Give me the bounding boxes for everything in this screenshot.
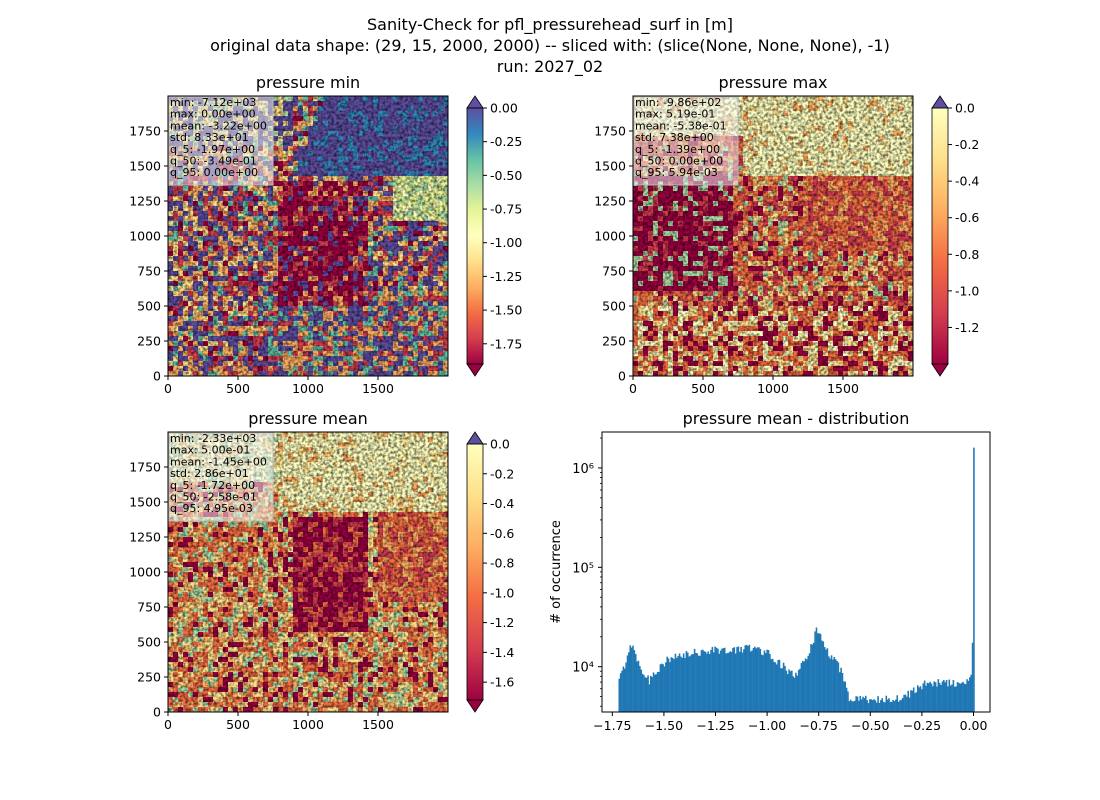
colorbar-tick-label: -1.00 <box>490 235 522 250</box>
stats-line: std: 8.33e+01 <box>170 131 249 144</box>
stats-line: max: 0.00e+00 <box>170 108 256 121</box>
x-tick-label: 1500 <box>362 381 394 396</box>
y-tick-label: 0 <box>153 369 161 384</box>
colorbar: 0.00 -0.25 -0.50 -0.75 -1.00 -1.25 -1.50 -1.75 <box>466 95 522 377</box>
panel-title: pressure min <box>256 73 360 92</box>
stats-line: q_95: 0.00e+00 <box>170 166 258 179</box>
y-tick-label: 1750 <box>129 124 161 139</box>
y-tick-label: 500 <box>137 299 161 314</box>
y-tick-label: 750 <box>137 264 161 279</box>
colorbar-tick-label: 0.00 <box>490 101 518 116</box>
figure-suptitle: Sanity-Check for pfl_pressurehead_surf i… <box>210 15 890 77</box>
stats-line: min: -7.12e+03 <box>170 96 256 109</box>
colorbar-tick-label: -1.25 <box>490 269 522 284</box>
suptitle-line-1: Sanity-Check for pfl_pressurehead_surf i… <box>367 15 733 35</box>
stats-box-background <box>168 96 274 186</box>
x-tick-label: 1000 <box>292 381 324 396</box>
y-tick-label: 1250 <box>129 194 161 209</box>
y-tick-label: 250 <box>137 334 161 349</box>
colorbar-gradient <box>467 108 483 364</box>
panel-title: pressure max <box>718 73 827 92</box>
x-tick-label: 0 <box>164 381 172 396</box>
stats-line: q_5: -1.97e+00 <box>170 143 255 156</box>
colorbar-extend-top <box>466 95 484 109</box>
colorbar-tick-label: -1.50 <box>490 303 522 318</box>
suptitle-line-3: run: 2027_02 <box>497 57 603 77</box>
stats-line: mean: -3.22e+00 <box>170 119 267 132</box>
colorbar-tick-label: -1.75 <box>490 336 522 351</box>
colorbar-frame <box>466 107 484 365</box>
suptitle-line-2: original data shape: (29, 15, 2000, 2000… <box>210 36 890 55</box>
y-tick-label: 1000 <box>129 229 161 244</box>
colorbar-extend-bottom <box>466 363 484 377</box>
y-tick-label: 1500 <box>129 159 161 174</box>
panel-pressure-min: pressure min 0 500 1000 1500 0 250 500 750 1000 12… <box>129 73 522 396</box>
colorbar-tick-label: -0.25 <box>490 134 522 149</box>
x-tick-label: 500 <box>226 381 250 396</box>
colorbar-tick-label: -0.75 <box>490 202 522 217</box>
colorbar-tick-label: -0.50 <box>490 168 522 183</box>
stats-line: q_50: -3.49e-01 <box>170 155 257 168</box>
